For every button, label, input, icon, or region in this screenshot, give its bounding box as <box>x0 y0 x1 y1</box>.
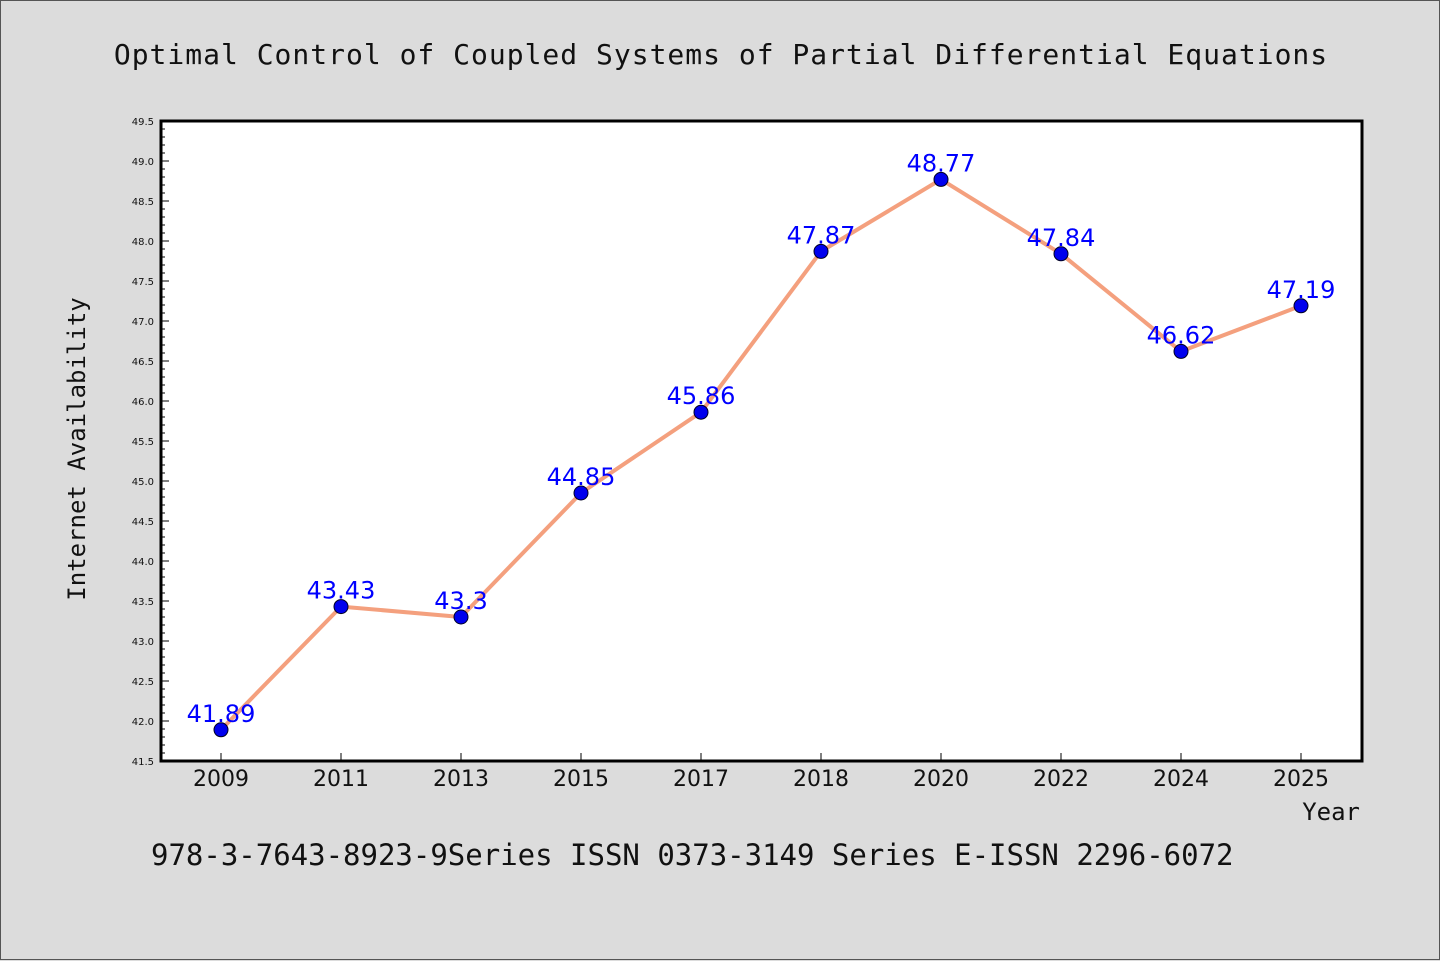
x-axis: 2009 2011 2013 2015 2017 2018 2020 2022 2024 2025 <box>193 753 1329 792</box>
x-tick-label: 2017 <box>673 767 729 792</box>
data-label: 44.85 <box>547 463 616 491</box>
y-tick-label: 44.0 <box>132 557 154 568</box>
y-tick-label: 41.5 <box>132 757 154 768</box>
y-tick-label: 45.0 <box>132 477 154 488</box>
data-point <box>573 485 589 501</box>
y-axis-label: Internet Availability <box>63 297 91 600</box>
y-tick-label: 42.0 <box>132 717 154 728</box>
x-tick-label: 2018 <box>793 767 849 792</box>
data-point <box>1053 246 1069 262</box>
data-point <box>1173 343 1189 359</box>
x-tick-label: 2013 <box>433 767 489 792</box>
data-label: 46.62 <box>1147 321 1216 349</box>
isbn-footer: 978-3-7643-8923-9Series ISSN 0373-3149 S… <box>151 838 1234 872</box>
y-tick-label: 46.5 <box>132 357 154 368</box>
data-label: 41.89 <box>187 700 256 728</box>
y-tick-label: 42.5 <box>132 677 154 688</box>
y-tick-label: 48.5 <box>132 197 154 208</box>
y-axis: 41.5 42.0 42.5 43.0 43.5 44.0 44.5 45.0 45.5 46.0… <box>132 117 169 768</box>
x-tick-label: 2022 <box>1033 767 1089 792</box>
data-point <box>813 243 829 259</box>
y-tick-label: 46.0 <box>132 397 154 408</box>
y-tick-label: 49.0 <box>132 157 154 168</box>
data-label: 48.77 <box>907 149 976 177</box>
y-tick-label: 47.0 <box>132 317 154 328</box>
y-tick-label: 48.0 <box>132 237 154 248</box>
data-point <box>453 609 469 625</box>
data-label: 47.87 <box>787 221 856 249</box>
data-point <box>213 722 229 738</box>
x-tick-label: 2025 <box>1273 767 1329 792</box>
y-tick-label: 49.5 <box>132 117 154 128</box>
chart-title: Optimal Control of Coupled Systems of Pa… <box>114 38 1328 71</box>
y-tick-label: 43.5 <box>132 597 154 608</box>
x-axis-label: Year <box>1302 798 1360 826</box>
x-tick-label: 2009 <box>193 767 249 792</box>
y-tick-label: 43.0 <box>132 637 154 648</box>
data-label: 47.19 <box>1267 276 1336 304</box>
data-label: 43.43 <box>307 577 376 605</box>
x-tick-label: 2015 <box>553 767 609 792</box>
y-tick-label: 44.5 <box>132 517 154 528</box>
y-tick-label: 45.5 <box>132 437 154 448</box>
x-tick-label: 2024 <box>1153 767 1209 792</box>
x-tick-label: 2020 <box>913 767 969 792</box>
data-point <box>1293 298 1309 314</box>
y-tick-label: 47.5 <box>132 277 154 288</box>
series-line <box>219 177 1302 732</box>
x-tick-label: 2011 <box>313 767 369 792</box>
data-label: 45.86 <box>667 382 736 410</box>
data-point <box>933 171 949 187</box>
data-point <box>333 599 349 615</box>
data-point <box>693 404 709 420</box>
series-line-group: 41.89 43.43 43.3 44.85 45.86 47.87 48.77 47.84 4… <box>187 149 1336 738</box>
data-label: 43.3 <box>434 587 487 615</box>
data-label: 47.84 <box>1027 224 1096 252</box>
plot-area <box>159 119 1364 763</box>
